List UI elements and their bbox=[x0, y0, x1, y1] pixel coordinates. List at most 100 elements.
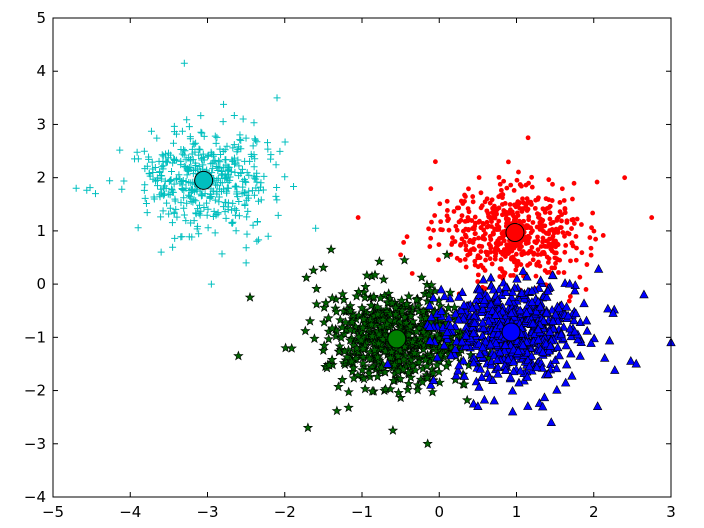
data-point-plus bbox=[312, 224, 320, 232]
data-point-star bbox=[333, 381, 344, 392]
data-point-dot bbox=[484, 252, 490, 258]
data-point-plus bbox=[210, 207, 218, 215]
data-point-triangle bbox=[495, 347, 505, 357]
data-point-plus bbox=[232, 182, 240, 190]
data-point-triangle bbox=[604, 335, 615, 345]
data-point-star bbox=[357, 322, 369, 333]
data-point-dot bbox=[489, 210, 495, 216]
data-point-star bbox=[443, 356, 454, 367]
data-point-plus bbox=[223, 175, 231, 183]
data-point-plus bbox=[245, 187, 253, 195]
data-point-star bbox=[373, 329, 385, 340]
data-point-star bbox=[357, 357, 369, 368]
data-point-dot bbox=[438, 219, 444, 225]
data-point-triangle bbox=[560, 377, 571, 387]
data-point-dot bbox=[498, 187, 504, 193]
data-point-plus bbox=[153, 134, 161, 142]
x-tick-label: −5 bbox=[42, 503, 64, 521]
data-point-dot bbox=[535, 234, 540, 240]
data-point-star bbox=[343, 402, 354, 413]
data-point-plus bbox=[185, 191, 193, 199]
data-point-plus bbox=[222, 214, 230, 222]
data-point-plus bbox=[157, 172, 165, 180]
data-point-dot bbox=[535, 247, 541, 253]
data-point-plus bbox=[245, 171, 253, 179]
data-point-dot bbox=[562, 206, 568, 211]
data-point-plus bbox=[257, 196, 265, 204]
data-point-plus bbox=[171, 195, 179, 203]
data-point-star bbox=[416, 272, 427, 282]
data-point-triangle bbox=[474, 338, 484, 348]
data-point-star bbox=[411, 294, 422, 305]
data-point-triangle bbox=[582, 325, 592, 335]
data-point-dot bbox=[523, 203, 529, 209]
data-point-plus bbox=[173, 156, 181, 164]
data-point-star bbox=[459, 378, 470, 389]
data-point-triangle bbox=[503, 354, 513, 364]
data-point-dot bbox=[559, 212, 565, 218]
data-point-plus bbox=[172, 205, 180, 213]
data-point-dot bbox=[498, 257, 504, 263]
data-point-dot bbox=[514, 263, 520, 269]
data-point-dot bbox=[500, 269, 505, 274]
data-point-triangle bbox=[461, 340, 471, 350]
data-point-plus bbox=[118, 185, 126, 193]
data-point-dot bbox=[553, 250, 559, 256]
data-point-star bbox=[364, 353, 375, 364]
data-point-star bbox=[423, 289, 434, 300]
data-point-dot bbox=[552, 255, 558, 261]
data-point-plus bbox=[170, 128, 178, 136]
data-point-star bbox=[335, 314, 346, 325]
data-point-dot bbox=[477, 218, 482, 224]
data-point-triangle bbox=[496, 320, 506, 330]
data-point-plus bbox=[241, 200, 249, 208]
data-point-dot bbox=[465, 218, 471, 224]
data-point-triangle bbox=[439, 291, 450, 301]
data-point-triangle bbox=[477, 372, 487, 381]
data-point-star bbox=[301, 272, 312, 283]
data-point-dot bbox=[544, 254, 550, 260]
data-point-star bbox=[346, 356, 357, 367]
data-point-star bbox=[387, 297, 398, 308]
data-point-dot bbox=[559, 186, 565, 192]
data-point-triangle bbox=[451, 336, 462, 346]
data-point-star bbox=[403, 329, 414, 340]
data-point-dot bbox=[565, 230, 570, 236]
y-tick-label: 1 bbox=[36, 222, 46, 240]
data-point-triangle bbox=[592, 401, 603, 411]
data-point-plus bbox=[238, 165, 246, 173]
data-point-triangle bbox=[600, 352, 610, 362]
data-point-dot bbox=[557, 200, 563, 205]
data-point-dot bbox=[511, 217, 517, 223]
data-point-dot bbox=[499, 202, 505, 207]
data-point-plus bbox=[177, 157, 185, 165]
data-point-plus bbox=[242, 134, 250, 142]
data-point-plus bbox=[120, 177, 128, 185]
data-point-plus bbox=[200, 203, 208, 211]
data-point-dot bbox=[537, 220, 543, 226]
data-point-dot bbox=[541, 250, 547, 255]
data-point-triangle bbox=[543, 369, 554, 378]
data-point-plus bbox=[242, 244, 250, 252]
data-point-triangle bbox=[569, 315, 579, 325]
data-point-triangle bbox=[490, 309, 501, 319]
data-point-star bbox=[304, 315, 316, 326]
data-point-dot bbox=[444, 198, 450, 204]
data-point-plus bbox=[234, 146, 242, 154]
data-point-dot bbox=[467, 249, 473, 254]
data-point-plus bbox=[220, 163, 228, 171]
data-point-triangle bbox=[547, 270, 558, 279]
data-point-dot bbox=[531, 250, 537, 256]
data-point-triangle bbox=[432, 352, 442, 362]
data-point-dot bbox=[463, 194, 468, 199]
data-point-dot bbox=[466, 186, 471, 192]
x-tick-label: 3 bbox=[666, 503, 676, 521]
data-point-triangle bbox=[471, 376, 482, 386]
data-point-triangle bbox=[535, 301, 545, 311]
data-point-plus bbox=[214, 210, 222, 218]
data-point-star bbox=[345, 324, 356, 335]
data-point-triangle bbox=[550, 355, 560, 364]
data-point-plus bbox=[207, 280, 215, 288]
data-point-dot bbox=[529, 245, 535, 250]
